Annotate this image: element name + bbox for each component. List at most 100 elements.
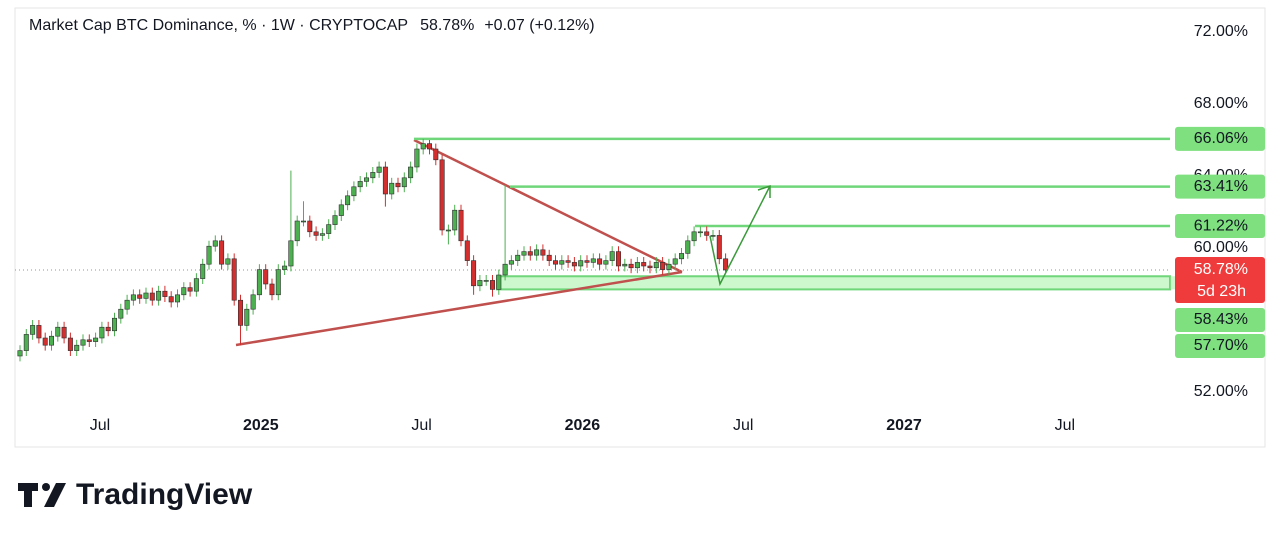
candle-body bbox=[149, 292, 155, 301]
candle-body bbox=[458, 209, 464, 242]
x-tick-label: Jul bbox=[90, 417, 110, 434]
candle-body bbox=[691, 231, 697, 242]
level-label-box bbox=[1175, 308, 1265, 332]
logo-text: TradingView bbox=[76, 478, 253, 511]
logo: TradingView bbox=[18, 478, 253, 511]
countdown-label: 5d 23h bbox=[1197, 283, 1246, 300]
candle-body bbox=[426, 143, 432, 150]
x-tick-label: 2027 bbox=[886, 417, 922, 434]
candle-body bbox=[376, 166, 382, 173]
trend-line bbox=[235, 270, 683, 347]
candle-body bbox=[282, 265, 288, 270]
candle-body bbox=[143, 292, 149, 299]
candle-body bbox=[452, 209, 458, 231]
projection-arrow bbox=[709, 185, 771, 287]
candle-body bbox=[672, 258, 678, 265]
candle-body bbox=[609, 251, 615, 261]
candle-body bbox=[565, 260, 571, 263]
candle-body bbox=[294, 220, 300, 242]
x-tick-label: 2026 bbox=[565, 417, 601, 434]
chart-title: Market Cap BTC Dominance, % · 1W · CRYPT… bbox=[29, 17, 408, 34]
candle-body bbox=[408, 166, 414, 179]
candle-body bbox=[590, 258, 596, 263]
candle-body bbox=[382, 166, 388, 195]
candle-body bbox=[168, 296, 174, 303]
candle-body bbox=[584, 260, 590, 263]
candle-body bbox=[137, 294, 143, 299]
projection-arrow-head bbox=[757, 184, 771, 198]
candle-body bbox=[61, 326, 67, 339]
candle-body bbox=[74, 344, 80, 351]
candle-body bbox=[288, 240, 294, 267]
candle-body bbox=[300, 220, 306, 223]
candle-body bbox=[193, 278, 199, 292]
candle-body bbox=[231, 258, 237, 301]
candle-body bbox=[105, 326, 111, 332]
candle-body bbox=[389, 182, 395, 195]
y-tick-label: 60.00% bbox=[1194, 239, 1248, 256]
candle-body bbox=[225, 258, 231, 265]
y-tick-label: 52.00% bbox=[1194, 383, 1248, 400]
candle-body bbox=[716, 235, 722, 260]
plot: 52.00%60.00%64.00%68.00%72.00%Jul2025Jul… bbox=[15, 23, 1265, 434]
candle-body bbox=[130, 294, 136, 301]
candle-body bbox=[401, 177, 407, 188]
level-label: 58.43% bbox=[1194, 311, 1248, 328]
candle-body bbox=[540, 249, 546, 256]
candle-body bbox=[628, 263, 634, 269]
candle-body bbox=[256, 269, 262, 296]
candle-body bbox=[477, 280, 483, 287]
candle-body bbox=[338, 204, 344, 216]
candle-body bbox=[319, 233, 325, 236]
candle-body bbox=[42, 337, 48, 346]
logo-icon bbox=[42, 483, 50, 491]
candle-body bbox=[552, 260, 558, 265]
candle-body bbox=[332, 215, 338, 225]
candle-body bbox=[99, 326, 105, 339]
candle-body bbox=[275, 269, 281, 296]
candle-body bbox=[527, 251, 533, 256]
candle-body bbox=[181, 287, 187, 296]
candle-body bbox=[597, 258, 603, 265]
last-price: 58.78% bbox=[420, 17, 474, 34]
candle-body bbox=[206, 245, 212, 265]
candle-body bbox=[471, 260, 477, 287]
candle-body bbox=[439, 159, 445, 231]
logo-icon bbox=[44, 483, 66, 507]
candle-body bbox=[219, 240, 225, 265]
candle-body bbox=[496, 274, 502, 290]
candle-body bbox=[414, 148, 420, 168]
candle-body bbox=[124, 299, 130, 310]
candle-body bbox=[603, 260, 609, 265]
candle-body bbox=[685, 240, 691, 254]
candle-body bbox=[704, 231, 710, 236]
candle-body bbox=[67, 337, 73, 351]
x-tick-label: Jul bbox=[411, 417, 431, 434]
candle-body bbox=[489, 280, 495, 290]
candle-body bbox=[433, 148, 439, 161]
candle-body bbox=[723, 258, 729, 271]
candle-body bbox=[634, 262, 640, 269]
candle-body bbox=[326, 224, 332, 234]
candle-body bbox=[666, 263, 672, 270]
candle-body bbox=[571, 262, 577, 267]
candle-body bbox=[534, 249, 540, 256]
candle-body bbox=[420, 143, 426, 150]
candle-body bbox=[93, 337, 99, 342]
candle-body bbox=[250, 294, 256, 310]
candle-body bbox=[23, 334, 29, 351]
candle-body bbox=[263, 269, 269, 285]
candle-body bbox=[80, 339, 86, 346]
candle-body bbox=[351, 186, 357, 197]
candle-body bbox=[187, 287, 193, 292]
candle-body bbox=[269, 283, 275, 296]
candle-body bbox=[112, 317, 118, 332]
candle-body bbox=[653, 262, 659, 269]
support-zone bbox=[496, 275, 1171, 291]
y-tick-label: 72.00% bbox=[1194, 23, 1248, 40]
candle-body bbox=[464, 240, 470, 261]
candle-body bbox=[238, 299, 244, 326]
chart-header: Market Cap BTC Dominance, % · 1W · CRYPT… bbox=[29, 17, 595, 34]
candle-body bbox=[710, 235, 716, 237]
